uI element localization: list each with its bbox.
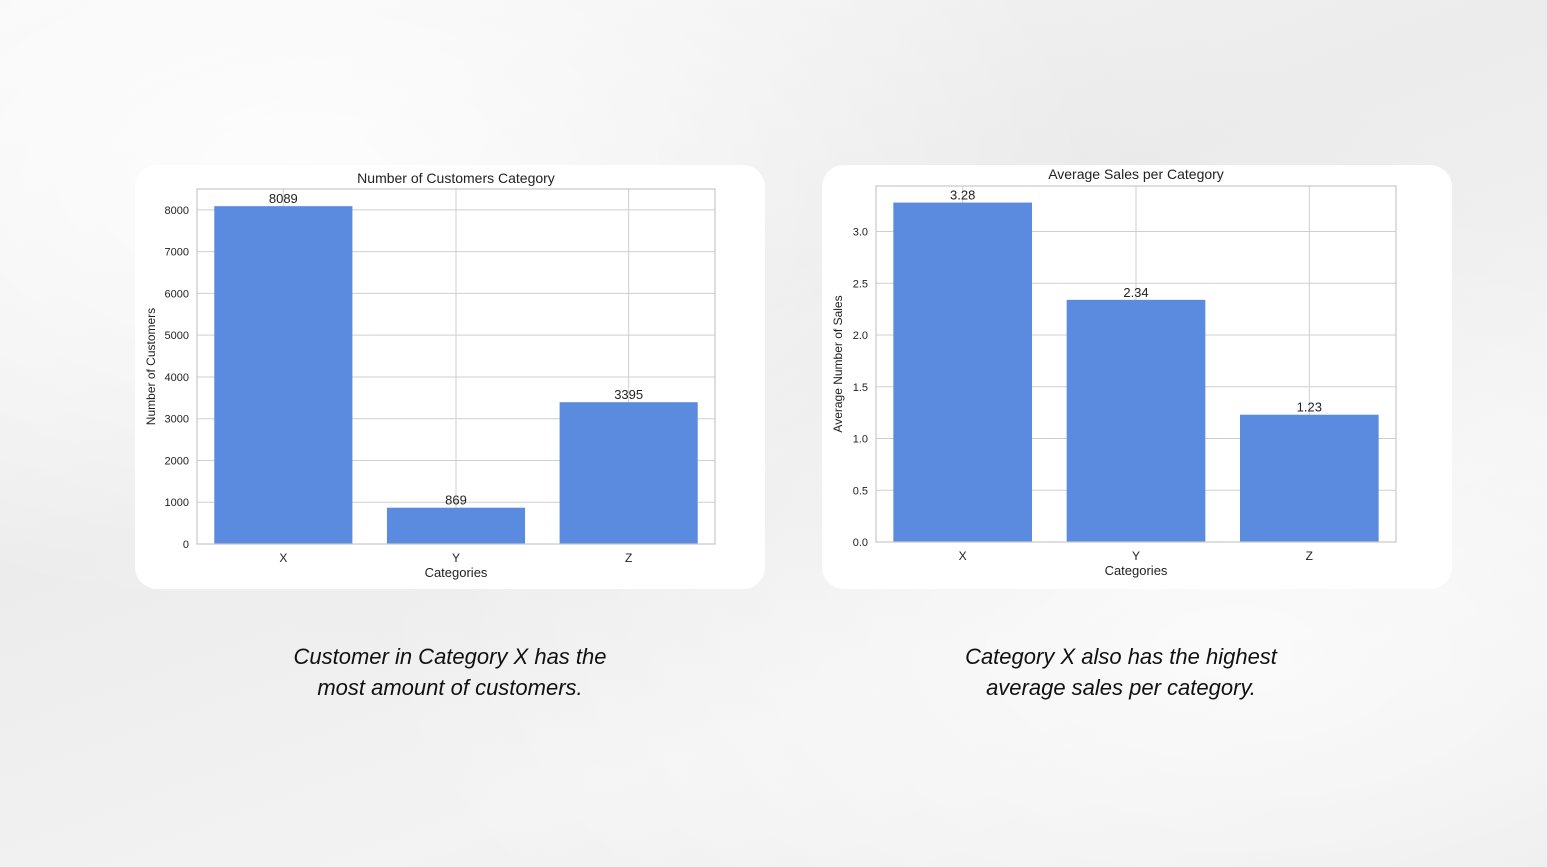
plot-frame: [196, 188, 716, 545]
x-tick-label: Y: [452, 551, 460, 565]
y-tick-label: 2.5: [853, 278, 868, 290]
data-label: 3.28: [950, 188, 975, 203]
x-axis-label: Categories: [425, 565, 488, 580]
customers-caption-line-2: most amount of customers.: [317, 675, 583, 700]
y-tick-label: 0.0: [853, 537, 868, 549]
x-tick-label: X: [279, 551, 287, 565]
avg-sales-caption-line-2: average sales per category.: [986, 675, 1256, 700]
x-tick-label: Z: [1306, 549, 1313, 563]
avg-sales-caption: Category X also has the highest average …: [861, 641, 1381, 703]
avg-sales-bar-chart: 3.28 2.34 1.23 0.0 0.5 1.0 1.5 2.0 2.5 3.0 X Y Z Aver…: [831, 166, 1397, 578]
bar-z: [559, 402, 698, 544]
customers-bar-chart: 8089 869 3395 0 1000 2000 3000 4000 5000 6000 7000…: [144, 170, 716, 580]
x-tick-label: Z: [625, 551, 632, 565]
y-axis-label: Number of Customers: [144, 308, 158, 425]
data-label: 8089: [269, 191, 298, 206]
y-tick-label: 7000: [165, 247, 189, 259]
bar-y: [386, 507, 526, 544]
y-tick-label: 1000: [165, 497, 189, 509]
x-axis-label: Categories: [1105, 563, 1168, 578]
data-label: 869: [445, 493, 467, 508]
y-tick-label: 8000: [165, 205, 189, 217]
customers-caption: Customer in Category X has the most amou…: [190, 641, 710, 703]
y-axis-label: Average Number of Sales: [831, 295, 845, 432]
y-tick-label: 4000: [165, 372, 189, 384]
data-label: 2.34: [1123, 285, 1148, 300]
data-label: 3395: [614, 387, 643, 402]
y-tick-label: 1.0: [853, 434, 868, 446]
customers-caption-line-1: Customer in Category X has the: [293, 644, 607, 669]
y-tick-label: 6000: [165, 288, 189, 300]
bar-x: [893, 202, 1032, 542]
avg-sales-caption-line-1: Category X also has the highest: [965, 644, 1277, 669]
y-tick-label: 5000: [165, 330, 189, 342]
y-tick-label: 2.0: [853, 330, 868, 342]
x-tick-label: Y: [1132, 549, 1140, 563]
y-tick-label: 1.5: [853, 382, 868, 394]
plot-frame: [875, 185, 1397, 543]
y-tick-label: 2000: [165, 455, 189, 467]
chart-title: Number of Customers Category: [357, 170, 555, 186]
avg-sales-chart-card: 3.28 2.34 1.23 0.0 0.5 1.0 1.5 2.0 2.5 3.0 X Y Z Aver…: [822, 165, 1452, 589]
y-tick-label: 0.5: [853, 485, 868, 497]
bar-z: [1240, 414, 1379, 542]
y-tick-label: 3.0: [853, 227, 868, 239]
chart-title: Average Sales per Category: [1048, 166, 1224, 182]
y-tick-label: 3000: [165, 414, 189, 426]
data-label: 1.23: [1297, 400, 1322, 415]
y-tick-label: 0: [183, 539, 189, 551]
customers-chart-card: 8089 869 3395 0 1000 2000 3000 4000 5000 6000 7000…: [135, 165, 765, 589]
x-tick-label: X: [959, 549, 967, 563]
bar-y: [1066, 299, 1206, 542]
bar-x: [214, 206, 353, 545]
